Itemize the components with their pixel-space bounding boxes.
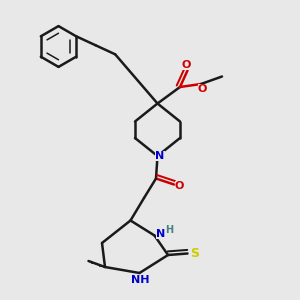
Text: N: N xyxy=(155,151,164,161)
Text: O: O xyxy=(175,181,184,191)
Text: O: O xyxy=(198,84,207,94)
Text: N: N xyxy=(157,229,166,239)
Text: NH: NH xyxy=(131,274,149,285)
Text: O: O xyxy=(181,60,191,70)
Text: S: S xyxy=(190,247,200,260)
Text: H: H xyxy=(165,225,173,235)
